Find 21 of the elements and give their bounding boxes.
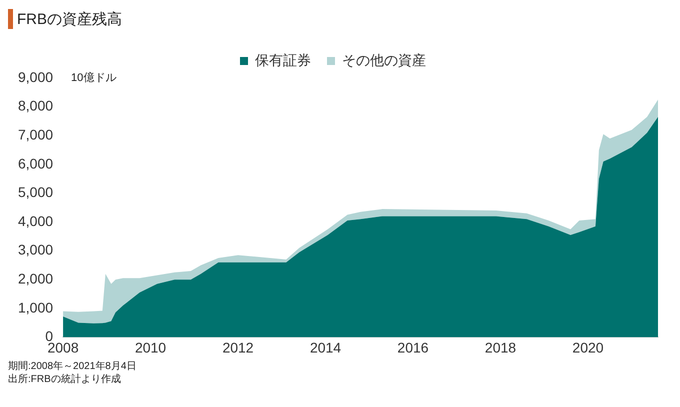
y-tick-label: 1,000 xyxy=(18,299,54,316)
y-tick-label: 8,000 xyxy=(18,98,54,114)
text: 出所:FRBの統計より作成 xyxy=(8,373,122,386)
y-tick-label: 6,000 xyxy=(18,155,54,172)
chart-title: FRBの資産残高 xyxy=(17,10,122,28)
y-tick-label: 7,000 xyxy=(18,126,54,142)
y-tick-label: 2,000 xyxy=(18,270,54,286)
y-tick-label: 3,000 xyxy=(18,242,54,258)
legend-label: その他の資産 xyxy=(342,52,426,68)
text: 期間:2008年～2021年8月4日 xyxy=(8,360,138,373)
x-tick-label: 2020 xyxy=(572,339,604,356)
legend-label: 保有証券 xyxy=(255,52,311,68)
x-tick-label: 2014 xyxy=(310,339,342,356)
y-axis-title: 10億ドル xyxy=(71,71,116,84)
x-tick-label: 2010 xyxy=(134,339,166,356)
y-tick-label: 4,000 xyxy=(18,212,54,229)
y-tick-label: 5,000 xyxy=(18,184,54,200)
x-tick-label: 2018 xyxy=(484,339,516,356)
y-tick-label: 9,000 xyxy=(18,68,54,85)
x-tick-label: 2016 xyxy=(397,339,429,356)
x-tick-label: 2012 xyxy=(222,339,254,356)
